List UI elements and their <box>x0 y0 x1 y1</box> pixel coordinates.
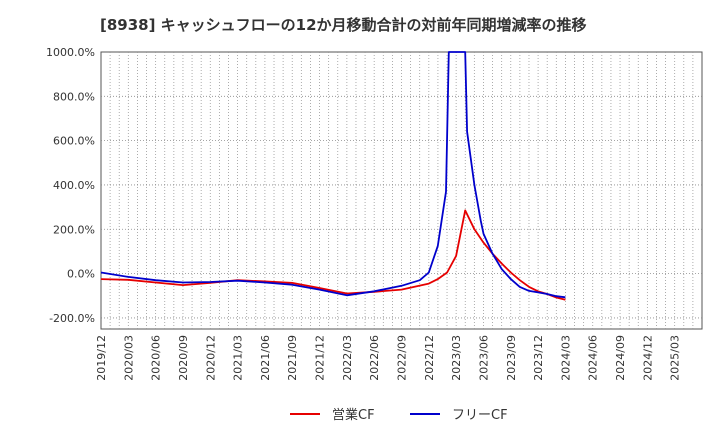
x-tick-label: 2022/03 <box>341 335 354 381</box>
y-tick-label: 600.0% <box>53 135 95 148</box>
x-tick-label: 2024/12 <box>641 335 654 381</box>
vertical-gridlines <box>109 52 694 329</box>
x-tick-label: 2023/12 <box>532 335 545 381</box>
chart-title: [8938] キャッシュフローの12か月移動合計の対前年同期増減率の推移 <box>100 16 587 34</box>
y-tick-label: 800.0% <box>53 90 95 103</box>
y-tick-label: 0.0% <box>67 268 95 281</box>
x-tick-label: 2021/03 <box>232 335 245 381</box>
series-lines <box>101 51 566 301</box>
y-tick-label: 1000.0% <box>46 46 95 59</box>
legend: 営業CF フリーCF <box>290 407 508 423</box>
x-tick-label: 2024/03 <box>559 335 572 381</box>
y-tick-label: -200.0% <box>49 312 95 325</box>
legend-label: フリーCF <box>452 408 508 423</box>
x-tick-label: 2023/03 <box>450 335 463 381</box>
x-tick-label: 2024/09 <box>614 335 627 381</box>
x-tick-label: 2019/12 <box>95 335 108 381</box>
x-tick-label: 2021/06 <box>259 335 272 381</box>
x-tick-label: 2023/06 <box>477 335 490 381</box>
x-tick-label: 2020/12 <box>204 335 217 381</box>
x-tick-label: 2025/03 <box>669 335 682 381</box>
x-tick-label: 2021/09 <box>286 335 299 381</box>
series-line-free-cf <box>101 51 566 299</box>
x-tick-label: 2024/06 <box>587 335 600 381</box>
x-axis-tick-labels: 2019/12 2020/03 2020/06 2020/09 2020/12 2021/… <box>95 335 682 381</box>
x-tick-label: 2020/06 <box>150 335 163 381</box>
x-tick-label: 2022/09 <box>396 335 409 381</box>
y-tick-label: 200.0% <box>53 223 95 236</box>
y-axis-tick-labels: -200.0% 0.0% 200.0% 400.0% 600.0% 800.0% 1000.… <box>46 46 95 325</box>
x-tick-label: 2021/12 <box>314 335 327 381</box>
x-tick-label: 2020/09 <box>177 335 190 381</box>
y-tick-label: 400.0% <box>53 179 95 192</box>
x-tick-label: 2020/03 <box>122 335 135 381</box>
horizontal-gridlines <box>101 95 702 319</box>
x-tick-label: 2023/09 <box>505 335 518 381</box>
x-tick-label: 2022/06 <box>368 335 381 381</box>
legend-label: 営業CF <box>332 407 375 423</box>
x-tick-label: 2022/12 <box>423 335 436 381</box>
